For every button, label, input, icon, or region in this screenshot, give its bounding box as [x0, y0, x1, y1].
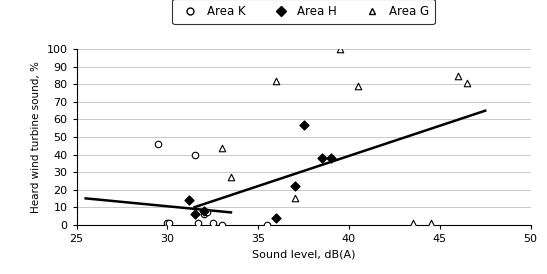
Point [463, 81, 472, 85]
Point [218, 145, 226, 150]
Point [190, 212, 199, 216]
Point [272, 79, 281, 83]
Point [408, 221, 417, 225]
Point [299, 122, 308, 127]
Point [290, 184, 299, 188]
Point [263, 222, 272, 227]
Point [203, 210, 212, 215]
Point [199, 212, 208, 216]
Point [335, 47, 344, 52]
Point [453, 73, 462, 78]
Point [194, 221, 202, 225]
Point [327, 156, 335, 160]
Point [165, 221, 173, 225]
Point [208, 221, 217, 225]
Point [154, 142, 162, 146]
Point [218, 222, 226, 227]
Point [190, 152, 199, 157]
Y-axis label: Heard wind turbine sound, %: Heard wind turbine sound, % [31, 61, 41, 213]
Point [199, 209, 208, 213]
X-axis label: Sound level, dB(A): Sound level, dB(A) [252, 249, 356, 259]
Point [163, 221, 172, 225]
Point [290, 196, 299, 201]
Point [226, 175, 235, 179]
Legend: Area K, Area H, Area G: Area K, Area H, Area G [172, 0, 435, 24]
Point [317, 156, 326, 160]
Point [354, 84, 363, 88]
Point [185, 198, 194, 202]
Point [426, 221, 435, 225]
Point [272, 215, 281, 220]
